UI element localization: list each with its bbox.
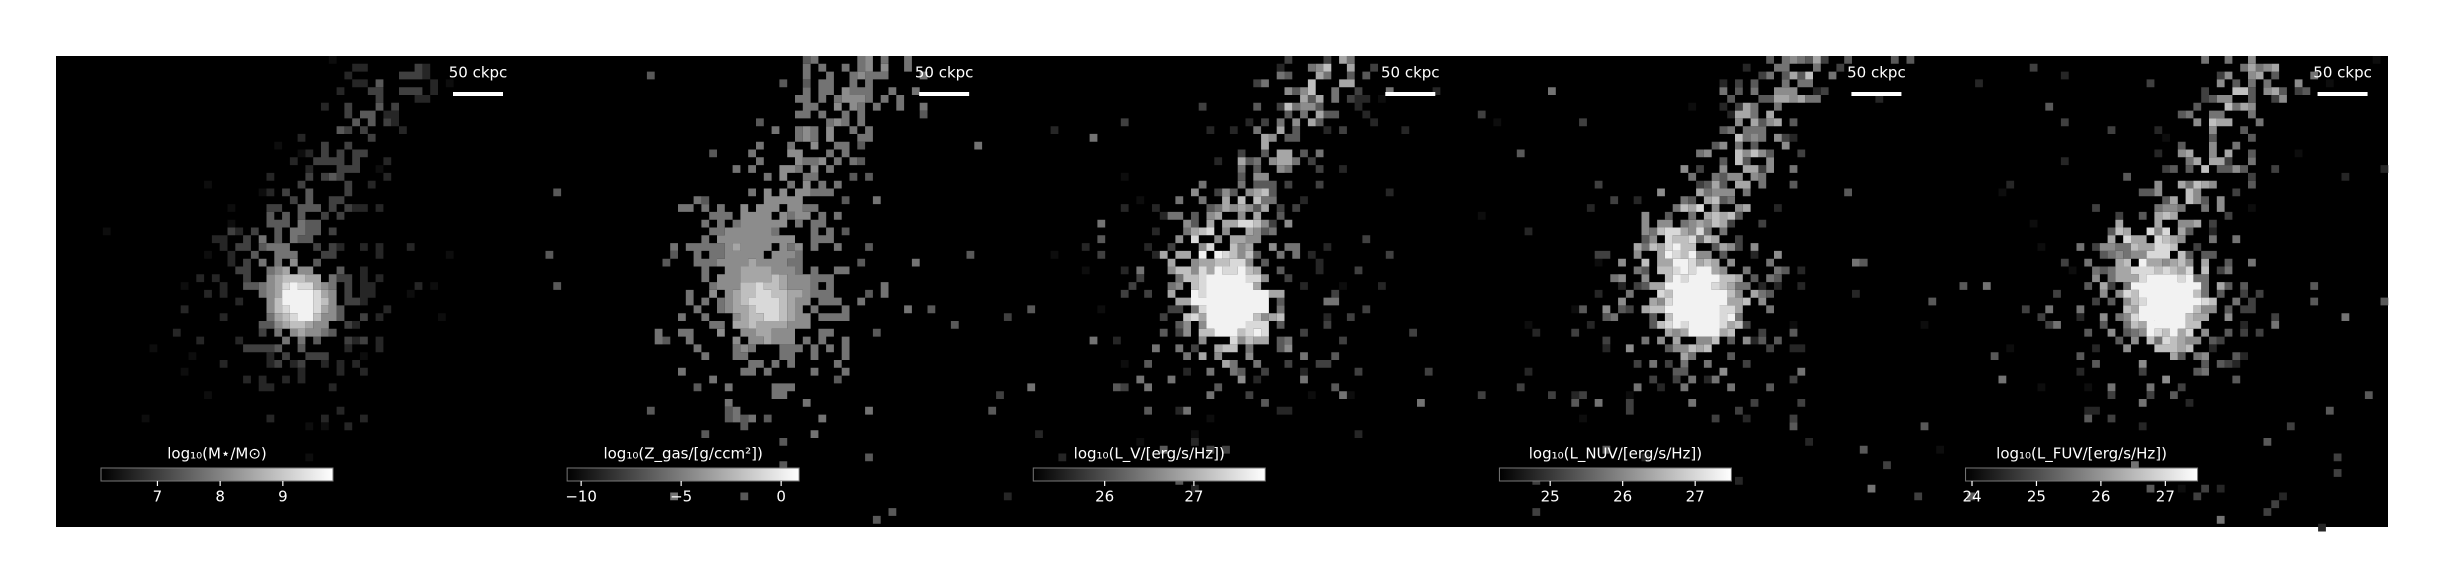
colorbar-label: log₁₀(M⋆/M⊙)	[167, 445, 267, 463]
map-pixels	[282, 282, 314, 321]
map-pixels	[102, 56, 454, 462]
colorbar	[1498, 467, 1732, 482]
panel: 50 ckpc log₁₀(L_FUV/[erg/s/Hz]) 24 25 26 27	[1920, 56, 2389, 532]
map-pixels	[274, 266, 329, 337]
map-pixels	[654, 56, 983, 501]
map-pixels	[1664, 243, 1735, 337]
colorbar-label: log₁₀(L_NUV/[erg/s/Hz])	[1529, 445, 1702, 464]
map-pixels	[545, 56, 975, 524]
tick-label: 25	[2027, 488, 2046, 506]
map-pixels	[282, 282, 321, 321]
colorbar	[100, 467, 334, 482]
tick-label: 8	[215, 488, 225, 506]
map-pixels	[274, 274, 329, 329]
map-pixels	[227, 63, 423, 368]
panel: 50 ckpc log₁₀(L_V/[erg/s/Hz]) 26 27	[988, 56, 1441, 506]
scale-bar-label: 50 ckpc	[449, 64, 508, 82]
panel: 50 ckpc log₁₀(M⋆/M⊙) 7 8 9	[100, 56, 508, 506]
tick-label: 0	[776, 488, 786, 506]
panel: 50 ckpc log₁₀(Z_gas/[g/ccm²]) −10 −5 0	[545, 56, 983, 524]
map-pixels	[732, 243, 803, 345]
scale-bar-label: 50 ckpc	[915, 64, 974, 82]
tick-label: 26	[1613, 488, 1632, 506]
map-pixels	[1602, 56, 1798, 376]
tick-label: −10	[565, 488, 597, 506]
map-pixels	[2131, 258, 2202, 337]
tick-label: 24	[1962, 488, 1981, 506]
map-pixels	[2123, 227, 2209, 345]
tick-label: 26	[2091, 488, 2110, 506]
map-pixels	[243, 79, 384, 353]
tick-label: 7	[153, 488, 163, 506]
colorbar-label: log₁₀(L_V/[erg/s/Hz])	[1074, 445, 1225, 464]
map-pixels	[2092, 56, 2303, 384]
colorbar	[566, 467, 800, 482]
map-pixels	[748, 282, 780, 321]
map-pixels	[740, 274, 788, 329]
map-pixels	[266, 258, 337, 337]
scale-bar	[2317, 92, 2368, 96]
colorbar-label: log₁₀(L_FUV/[erg/s/Hz])	[1996, 445, 2167, 464]
scale-bar	[919, 92, 970, 96]
map-pixels	[172, 63, 438, 431]
scale-bar	[453, 92, 503, 96]
colorbar	[1965, 467, 2199, 482]
map-pixels	[1641, 71, 1813, 353]
map-pixels	[1159, 56, 1355, 368]
scale-bar-label: 50 ckpc	[1847, 64, 1906, 82]
scale-bar	[1851, 92, 1902, 96]
map-pixels	[1548, 56, 1876, 493]
tick-label: 9	[278, 488, 288, 506]
tick-label: 27	[2156, 488, 2175, 506]
colorbar-label: log₁₀(Z_gas/[g/ccm²])	[603, 445, 762, 464]
scale-bar	[1385, 92, 1436, 96]
tick-label: 27	[1184, 488, 1203, 506]
tick-label: 27	[1686, 488, 1705, 506]
tick-label: 25	[1541, 488, 1560, 506]
map-pixels	[709, 56, 889, 353]
map-pixels	[988, 71, 1371, 485]
tick-label: −5	[670, 488, 692, 506]
map-pixels	[1191, 250, 1269, 337]
map-pixels	[258, 219, 337, 345]
scale-bar-label: 50 ckpc	[1381, 64, 1440, 82]
map-pixels	[1657, 204, 1735, 329]
map-pixels	[1191, 219, 1269, 345]
colorbar	[1032, 467, 1266, 482]
tick-label: 26	[1095, 488, 1114, 506]
scale-bar-label: 50 ckpc	[2313, 64, 2372, 82]
panel: 50 ckpc log₁₀(L_NUV/[erg/s/Hz]) 25 26 27	[1477, 56, 1923, 516]
